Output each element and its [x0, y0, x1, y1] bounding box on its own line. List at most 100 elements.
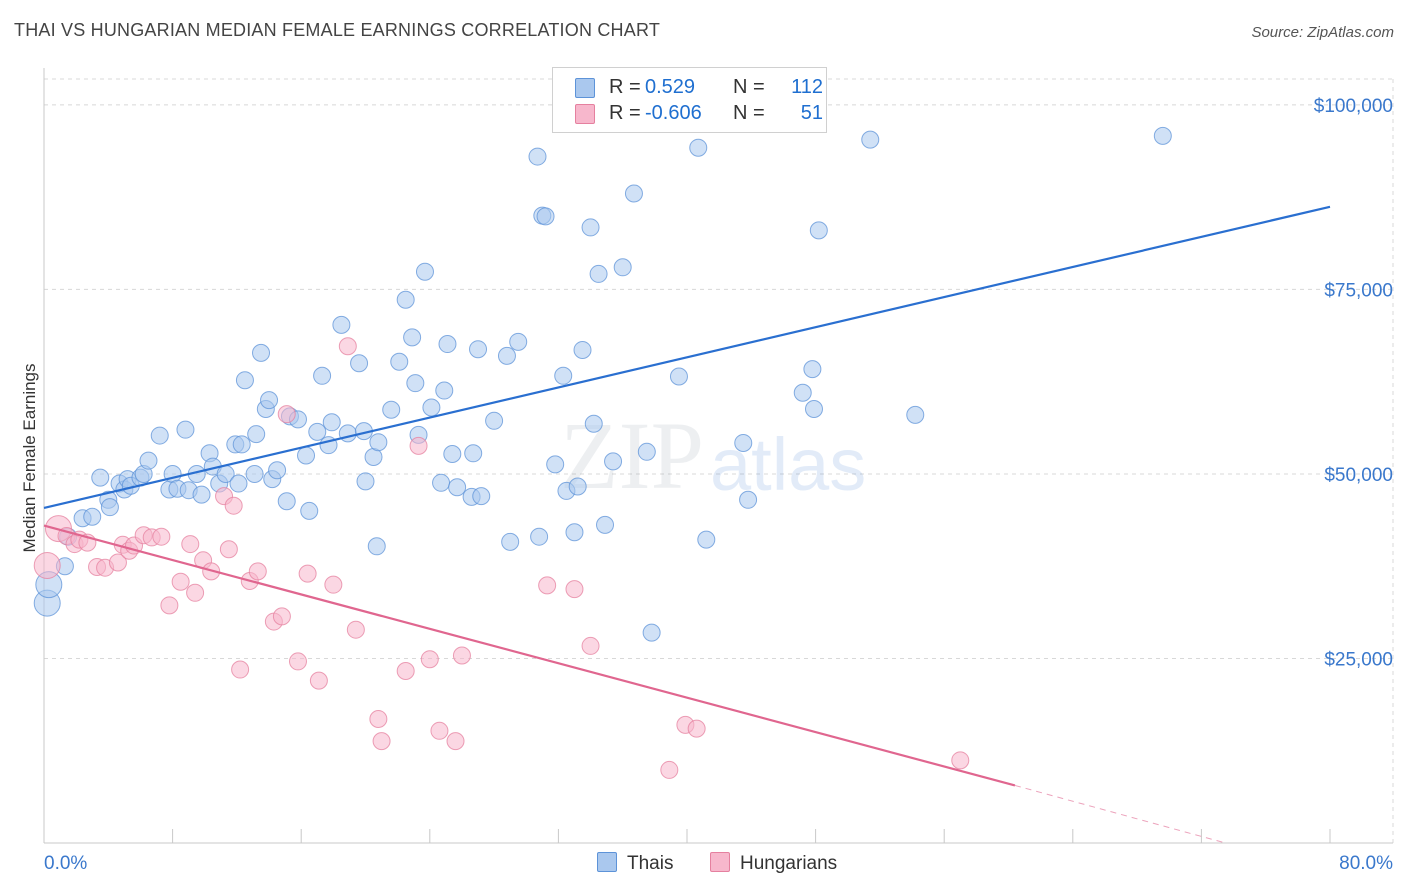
thai-point [1153, 126, 1172, 145]
thai-point [313, 366, 332, 385]
watermark: ZIP atlas [560, 402, 866, 509]
source-label: Source: ZipAtlas.com [1251, 24, 1394, 41]
hungarian-point [277, 405, 296, 424]
hungarian-point [152, 527, 171, 546]
thai-point [485, 411, 504, 430]
thai-point [435, 381, 454, 400]
legend-n-label: N = [733, 76, 765, 98]
thai-point [906, 405, 925, 424]
thai-point [235, 371, 254, 390]
legend-n-value: 51 [800, 102, 823, 124]
legend-r-label: R = [609, 76, 641, 98]
y-tick-label: $50,000 [1324, 465, 1393, 486]
thai-point [669, 367, 688, 386]
hungarian-point [272, 607, 291, 626]
thai-point [308, 422, 327, 441]
hungarian-point [298, 564, 317, 583]
thai-point [861, 130, 880, 149]
legend-r-label: R = [609, 102, 641, 124]
thai-point [554, 366, 573, 385]
hungarian-trend-extension [1014, 784, 1226, 844]
thai-point [689, 138, 708, 157]
x-tick-label: 80.0% [1339, 853, 1393, 874]
hungarian-point [288, 652, 307, 671]
hungarian-point [687, 719, 706, 738]
hungarian-point [346, 620, 365, 639]
hungarian-point [231, 660, 250, 679]
thai-point [356, 472, 375, 491]
thai-point [300, 501, 319, 520]
thai-point [565, 523, 584, 542]
thai-point [406, 374, 425, 393]
thai-point [809, 221, 828, 240]
thai-point [139, 451, 158, 470]
hungarian-point [186, 583, 205, 602]
thai-point [497, 346, 516, 365]
legend-swatch-hungarians [575, 104, 595, 124]
bottom-legend-thais: Thais [597, 852, 673, 875]
hungarian-point [581, 636, 600, 655]
thai-point [472, 487, 491, 506]
thai-point [642, 623, 661, 642]
thai-point [581, 218, 600, 237]
thai-point [509, 332, 528, 351]
y-tick-label: $75,000 [1324, 280, 1393, 301]
bottom-legend-label-thais: Thais [627, 853, 674, 874]
bottom-legend-swatch-hungarians [710, 852, 730, 872]
thai-point [793, 383, 812, 402]
thai-point [176, 420, 195, 439]
thai-point [232, 435, 251, 454]
thai-point [469, 340, 488, 359]
bottom-legend-label-hungarians: Hungarians [740, 853, 838, 874]
thai-point [584, 414, 603, 433]
thai-point [268, 461, 287, 480]
thai-point [573, 340, 592, 359]
hungarian-point [430, 721, 449, 740]
thai-point [596, 515, 615, 534]
thai-point [697, 530, 716, 549]
thai-point [528, 147, 547, 166]
hungarian-point [309, 671, 328, 690]
thai-point [415, 262, 434, 281]
legend-r-value: 0.529 [645, 76, 696, 98]
thai-point [367, 537, 386, 556]
thai-point [464, 444, 483, 463]
hungarian-point [224, 496, 243, 515]
hungarian-point [420, 650, 439, 669]
thai-point [501, 532, 520, 551]
hungarian-point [538, 576, 557, 595]
thai-point [297, 446, 316, 465]
hungarian-point [565, 580, 584, 599]
thai-point [530, 527, 549, 546]
thai-point [350, 354, 369, 373]
axes [43, 68, 1393, 844]
thai-point [438, 335, 457, 354]
thai-point [322, 413, 341, 432]
hungarian-point [248, 562, 267, 581]
thai-point [403, 328, 422, 347]
legend-r-value: -0.606 [645, 102, 702, 124]
thai-point [803, 360, 822, 379]
hungarian-point [324, 575, 343, 594]
thai-point [192, 485, 211, 504]
thai-point [247, 425, 266, 444]
thai-point [613, 258, 632, 277]
thai-point [536, 207, 555, 226]
legend-n-label: N = [733, 102, 765, 124]
thai-point [229, 474, 248, 493]
thai-point [277, 492, 296, 511]
hungarian-point [33, 551, 61, 579]
hungarian-point [409, 436, 428, 455]
thai-point [260, 391, 279, 410]
hungarian-trend-line [43, 524, 1016, 787]
thai-trend-line [43, 205, 1331, 509]
hungarian-point [951, 751, 970, 770]
hungarian-point [369, 710, 388, 728]
thai-point [604, 452, 623, 471]
hungarian-point [372, 732, 391, 751]
thai-point [804, 400, 823, 418]
thai-point [739, 490, 758, 509]
thai-point [252, 343, 271, 362]
thai-point [448, 478, 467, 497]
